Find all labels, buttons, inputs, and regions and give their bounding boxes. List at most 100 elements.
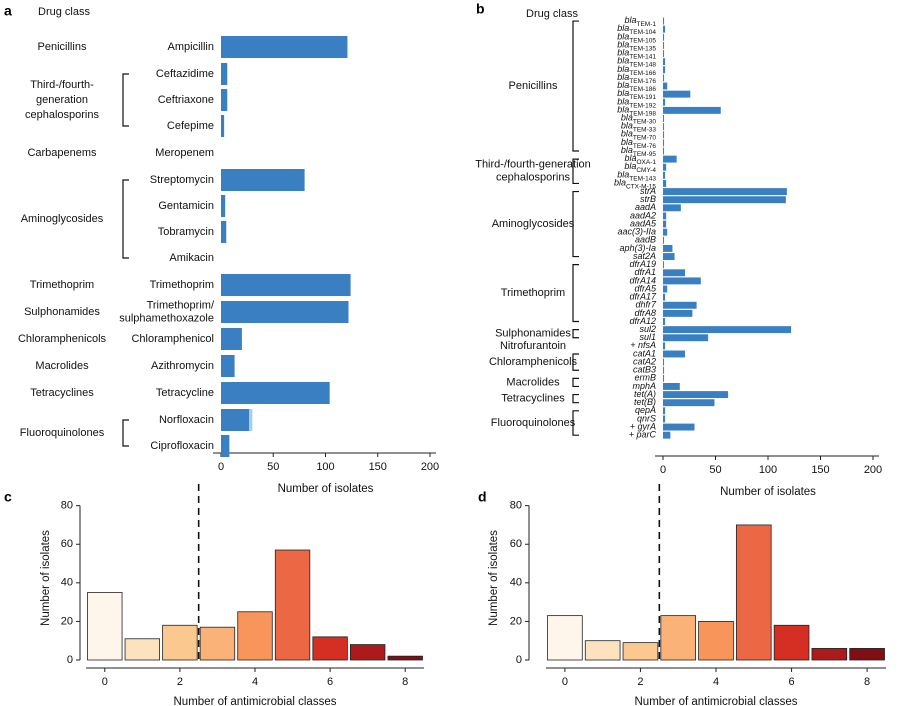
item-label: blaTEM-1 (624, 15, 656, 27)
x-tick-label: 0 (660, 464, 666, 476)
item-label: aadA (635, 202, 656, 212)
y-tick-label: 80 (61, 500, 73, 512)
item-label: blaTEM-141 (617, 48, 656, 60)
item-label: Gentamicin (158, 200, 214, 212)
bar-norfloxacin (221, 409, 250, 431)
bar-dfra8 (663, 309, 693, 317)
item-label: sul2 (639, 324, 656, 334)
item-label: catA2 (633, 356, 656, 366)
item-label: + gyrA (630, 421, 656, 431)
item-label: strB (640, 194, 656, 204)
item-label: Ceftriaxone (158, 94, 214, 106)
panel-a: a Drug class 0 50 100 150 200 Number of isolate… (4, 3, 439, 495)
bar-dfra5 (663, 285, 668, 293)
x-tick-label: 8 (864, 676, 870, 688)
x-tick-label: 0 (562, 676, 568, 688)
bar-cefepime (221, 115, 225, 137)
x-tick-label: 200 (864, 464, 882, 476)
x-tick-label: 2 (637, 676, 643, 688)
class-label: Tetracyclines (501, 393, 565, 405)
bar-aph-3-ia (663, 244, 673, 252)
panel-letter: a (4, 3, 12, 19)
bar-chloramphenicol (221, 328, 242, 350)
x-tick-label: 6 (788, 676, 794, 688)
bar-blatem-33 (663, 123, 665, 131)
y-tick-label: 40 (61, 577, 73, 589)
bar-dfra1 (663, 269, 686, 277)
class-label: Aminoglycosides (21, 213, 104, 225)
bar-blacmy-4 (663, 163, 667, 171)
hist-bar-7 (349, 644, 386, 661)
bar-blatem-191 (663, 90, 691, 98)
hist-bar-0 (87, 592, 123, 661)
item-label: aadA2 (630, 210, 656, 220)
class-label: cephalosporins (25, 109, 99, 121)
x-tick-label: 100 (316, 461, 334, 473)
bar-sul1 (663, 334, 709, 342)
item-label: blaTEM-76 (621, 137, 657, 149)
class-label: Chloramphenicols (489, 356, 578, 368)
bar-dfra17 (663, 293, 666, 301)
panel-b: b Drug class 0 50 100 150 200 Number of isolate… (475, 1, 882, 498)
bar-blatem-30 (663, 115, 665, 122)
bar-sat2a (663, 253, 675, 260)
bar-tet-b (663, 399, 715, 407)
hist-bar-4 (698, 621, 734, 661)
hist-bar-2 (622, 642, 659, 661)
item-label: Streptomycin (150, 174, 214, 186)
bar-stra (663, 188, 787, 196)
bar-streptomycin (221, 169, 305, 191)
class-bracket (572, 20, 579, 152)
drug-class-header: Drug class (38, 6, 90, 18)
item-label: dfrA5 (634, 283, 657, 293)
item-label: blaTEM-105 (617, 32, 656, 44)
item-label: blaCTX-M-15 (614, 178, 656, 190)
item-label: dfrA12 (629, 316, 656, 326)
bar-blactx-m-15 (663, 180, 667, 187)
item-label: dfrA17 (629, 292, 657, 302)
bar-tet-a (663, 391, 729, 399)
item-label: dfrA8 (634, 308, 656, 318)
item-label: qepA (635, 405, 656, 415)
bar-blatem-70 (663, 131, 665, 139)
class-label: Carbapenems (27, 147, 97, 159)
panel-letter: d (478, 489, 487, 505)
item-label: Azithromycin (151, 360, 214, 372)
item-label: blaTEM-198 (617, 105, 656, 117)
item-label: aadA5 (630, 218, 657, 228)
bar-aada2 (663, 212, 667, 220)
bar-trimethoprim (221, 274, 351, 296)
item-label: Ceftazidime (156, 68, 214, 80)
bar-blatem-148 (663, 58, 666, 66)
item-label: blaTEM-148 (617, 56, 656, 68)
bar-ceftazidime (221, 63, 228, 85)
class-label: Trimethoprim (30, 279, 94, 291)
bar-blatem-198 (663, 106, 721, 114)
bar-qnrs (663, 415, 666, 423)
bar-ermb (663, 374, 665, 382)
class-label: Penicillins (38, 41, 87, 53)
item-label: blaTEM-191 (617, 89, 656, 101)
y-tick-label: 0 (516, 654, 522, 666)
class-bracket (572, 264, 579, 323)
bar-trimethoprim-sulphamethoxazole (221, 301, 349, 323)
item-label: Norfloxacin (159, 414, 214, 426)
y-tick-label: 80 (510, 500, 522, 512)
item-label: aac(3)-IIa (617, 227, 656, 237)
class-bracket (572, 377, 579, 388)
x-tick-label: 150 (811, 464, 829, 476)
x-axis-title: Number of antimicrobial classes (174, 696, 337, 706)
hist-bar-2 (162, 624, 198, 661)
bar-gentamicin (221, 195, 226, 217)
hist-bar-5 (735, 524, 772, 661)
item-label: blaTEM-166 (617, 64, 656, 76)
x-tick-label: 0 (218, 461, 224, 473)
x-tick-label: 6 (327, 676, 333, 688)
bar-blatem-1 (663, 17, 665, 25)
bar-blatem-141 (663, 50, 665, 57)
item-label: blaTEM-176 (617, 72, 656, 84)
x-tick-label: 4 (252, 676, 258, 688)
class-bracket (572, 393, 579, 404)
class-label: Third-/fourth- (30, 79, 94, 91)
bar-tetracycline (221, 382, 330, 404)
